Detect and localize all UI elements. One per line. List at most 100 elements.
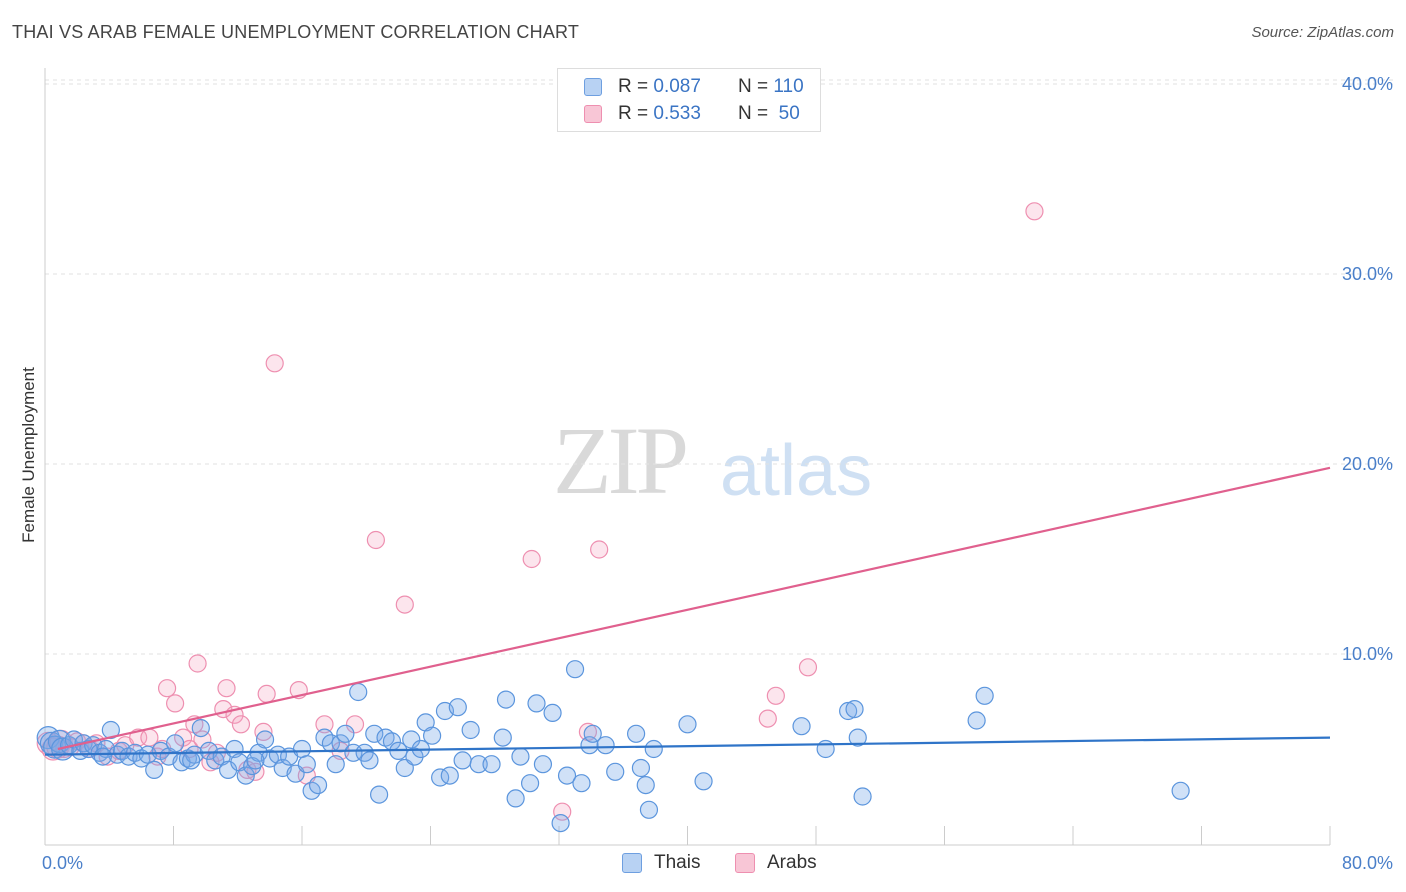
legend-arabs-n-label: N = (737, 103, 769, 124)
y-tick-label-20: 20.0% (1342, 454, 1393, 474)
arabs-point-33 (257, 684, 276, 704)
thais-point-85 (572, 774, 591, 793)
arabs-point-41 (395, 595, 414, 614)
trend-lines (44, 466, 1331, 756)
thais-point-91 (631, 758, 651, 778)
y-tick-label-40: 40.0% (1342, 74, 1393, 94)
legend-swatch-arabs (584, 105, 602, 123)
arabs-point-46 (758, 709, 777, 728)
thais-point-106 (93, 747, 112, 766)
legend-arabs-n-value: 50 (778, 103, 800, 124)
arabs-point-18 (166, 694, 185, 713)
thais-point-86 (580, 736, 599, 755)
bottom-legend-arabs-label: Arabs (767, 852, 817, 873)
arabs-point-17 (157, 679, 177, 698)
source-label: Source: ZipAtlas.com (1251, 24, 1394, 41)
y-axis-label: Female Unemployment (19, 367, 38, 543)
thais-trend-line (44, 736, 1331, 756)
thais-point-75 (496, 690, 516, 709)
y-tick-label-30: 30.0% (1342, 264, 1393, 284)
legend-arabs-r-value: 0.533 (653, 103, 701, 124)
arabs-point-32 (254, 722, 273, 742)
legend-thais-r-value: 0.087 (653, 76, 701, 97)
thais-point-97 (792, 717, 811, 736)
thais-point-88 (596, 736, 615, 755)
thais-point-37 (255, 730, 275, 749)
thais-point-20 (145, 760, 164, 780)
thais-point-71 (461, 720, 480, 740)
arabs-point-34 (265, 354, 284, 373)
arabs-point-45 (590, 540, 609, 559)
legend-swatch-thais (584, 78, 602, 96)
thais-point-76 (506, 789, 525, 808)
arabs-trend-line (57, 466, 1331, 751)
thais-point-26 (185, 745, 204, 764)
legend-thais-n-value: 110 (773, 76, 804, 97)
thais-point-104 (975, 686, 994, 705)
chart-title: THAI VS ARAB FEMALE UNEMPLOYMENT CORRELA… (12, 22, 580, 42)
axes (44, 68, 1331, 846)
thais-point-46 (308, 775, 328, 795)
thais-point-87 (583, 724, 602, 743)
thais-point-81 (543, 703, 562, 723)
thais-point-107 (182, 751, 201, 770)
thais-point-34 (236, 766, 255, 785)
series-thais (36, 660, 1190, 833)
x-tick-label-min: 0.0% (42, 853, 83, 873)
thais-point-56 (365, 724, 384, 743)
legend-thais-r-label: R = (618, 76, 649, 97)
bottom-legend-arabs: Arabs (735, 852, 817, 874)
thais-point-73 (482, 755, 501, 774)
thais-point-109 (453, 751, 472, 770)
bottom-legend: Thais Arabs (0, 852, 1406, 878)
thais-point-82 (551, 813, 570, 833)
thais-point-101 (848, 728, 867, 747)
thais-point-78 (520, 774, 540, 793)
bottom-swatch-thais (622, 853, 642, 873)
thais-point-69 (440, 766, 459, 785)
thais-point-55 (360, 751, 379, 770)
thais-point-77 (511, 747, 530, 766)
thais-point-23 (166, 734, 185, 753)
thais-point-62 (402, 730, 421, 749)
arabs-point-23 (193, 730, 212, 749)
thais-point-27 (191, 718, 210, 738)
thais-point-57 (370, 785, 389, 804)
arabs-point-39 (345, 715, 365, 734)
thais-point-83 (557, 766, 577, 785)
thais-point-49 (326, 755, 345, 774)
arabs-point-49 (1025, 202, 1044, 221)
legend-thais-n-label: N = (737, 76, 769, 97)
arabs-point-42 (522, 549, 541, 569)
arabs-point-43 (553, 802, 572, 821)
arabs-point-40 (366, 530, 385, 550)
arabs-point-22 (188, 654, 207, 673)
thais-point-102 (853, 787, 872, 806)
arabs-point-48 (798, 658, 818, 677)
series-arabs (36, 202, 1044, 821)
grid-lines (45, 79, 1393, 655)
x-tick-label-max: 80.0% (1342, 853, 1393, 873)
thais-point-44 (297, 755, 316, 774)
thais-point-66 (423, 726, 442, 745)
thais-point-99 (839, 701, 858, 721)
arabs-point-47 (766, 686, 785, 705)
y-tick-label-10: 10.0% (1342, 644, 1393, 664)
thais-point-43 (292, 739, 312, 759)
watermark-atlas: atlas (720, 431, 873, 511)
thais-point-94 (644, 739, 663, 759)
bottom-legend-thais-label: Thais (654, 852, 701, 873)
thais-point-90 (626, 724, 646, 743)
thais-point-92 (636, 775, 655, 795)
bottom-legend-thais: Thais (622, 852, 700, 874)
thais-point-13 (101, 720, 120, 740)
thais-point-79 (527, 694, 546, 713)
arabs-point-37 (315, 715, 334, 734)
thais-point-70 (448, 698, 467, 717)
thais-point-105 (1171, 781, 1190, 800)
thais-point-89 (606, 762, 625, 781)
thais-point-96 (694, 772, 713, 791)
thais-point-80 (533, 755, 553, 774)
thais-point-84 (565, 660, 585, 679)
